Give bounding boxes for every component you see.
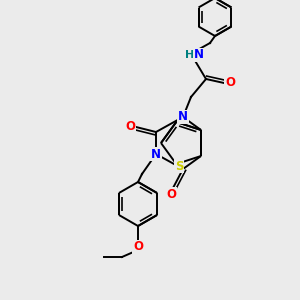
Text: O: O	[133, 241, 143, 254]
Text: N: N	[178, 110, 188, 124]
Text: H: H	[185, 50, 195, 60]
Text: O: O	[125, 121, 135, 134]
Text: O: O	[225, 76, 235, 88]
Text: N: N	[194, 49, 204, 62]
Text: N: N	[151, 148, 161, 160]
Text: S: S	[175, 160, 184, 172]
Text: O: O	[166, 188, 176, 200]
